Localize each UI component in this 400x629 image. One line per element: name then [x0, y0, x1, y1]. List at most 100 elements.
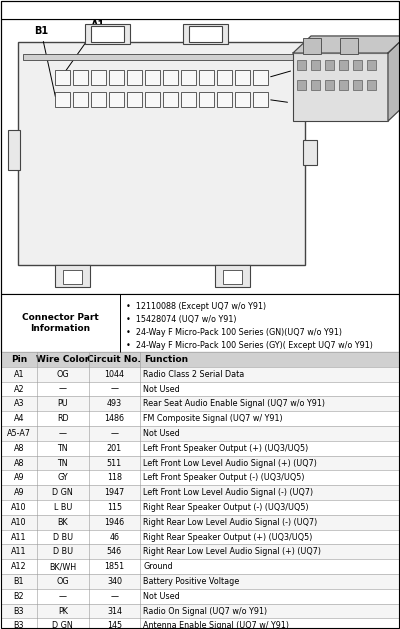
Bar [293, 53, 388, 121]
Text: Radio On Signal (UQ7 w/o Y91): Radio On Signal (UQ7 w/o Y91) [143, 606, 268, 616]
Text: 201: 201 [107, 443, 122, 453]
Bar [55, 92, 70, 107]
Text: A10: A10 [11, 503, 27, 512]
Text: A3: A3 [14, 399, 24, 408]
Text: —: — [110, 429, 118, 438]
Text: •  15428074 (UQ7 w/o Y91): • 15428074 (UQ7 w/o Y91) [126, 315, 236, 324]
Bar [181, 70, 196, 85]
Text: A12: A12 [271, 62, 317, 77]
Text: —: — [110, 384, 118, 394]
Text: PK: PK [58, 606, 68, 616]
Text: Radio C1: Radio C1 [177, 5, 223, 15]
Bar [1, 470, 399, 485]
Text: Connector Part
Information: Connector Part Information [22, 313, 98, 333]
Bar [109, 92, 124, 107]
Bar [127, 92, 142, 107]
Text: D BU: D BU [53, 547, 73, 556]
Text: OG: OG [56, 370, 69, 379]
Text: TN: TN [57, 459, 68, 467]
Bar [63, 270, 82, 284]
Bar [339, 80, 348, 90]
Text: B2: B2 [14, 592, 24, 601]
Text: BK/WH: BK/WH [49, 562, 76, 571]
Bar [340, 38, 358, 54]
Bar [297, 80, 306, 90]
Polygon shape [388, 36, 400, 121]
Text: D GN: D GN [52, 488, 73, 497]
Bar [91, 92, 106, 107]
Bar [1, 604, 399, 618]
Bar [91, 26, 124, 42]
Text: —: — [59, 592, 67, 601]
Text: Left Front Speaker Output (+) (UQ3/UQ5): Left Front Speaker Output (+) (UQ3/UQ5) [143, 443, 308, 453]
Bar [367, 80, 376, 90]
Bar [145, 70, 160, 85]
Bar [8, 130, 20, 170]
Text: Radio Class 2 Serial Data: Radio Class 2 Serial Data [143, 370, 244, 379]
Text: 1946: 1946 [104, 518, 124, 526]
Bar [127, 70, 142, 85]
Text: A12: A12 [11, 562, 27, 571]
Text: Not Used: Not Used [143, 429, 180, 438]
Bar [109, 70, 124, 85]
Bar [217, 92, 232, 107]
Text: 546: 546 [107, 547, 122, 556]
Bar [1, 574, 399, 589]
Text: Ground: Ground [143, 562, 173, 571]
Bar [1, 500, 399, 515]
Text: A5-A7: A5-A7 [7, 429, 31, 438]
Text: 1947: 1947 [104, 488, 124, 497]
Text: L BU: L BU [54, 503, 72, 512]
Text: Right Rear Low Level Audio Signal (+) (UQ7): Right Rear Low Level Audio Signal (+) (U… [143, 547, 321, 556]
Bar [85, 24, 130, 44]
Bar [311, 80, 320, 90]
Text: A10: A10 [11, 518, 27, 526]
Text: A1: A1 [14, 370, 24, 379]
Bar [91, 70, 106, 85]
Text: Antenna Enable Signal (UQ7 w/ Y91): Antenna Enable Signal (UQ7 w/ Y91) [143, 621, 289, 629]
Bar [303, 38, 321, 54]
Bar [163, 92, 178, 107]
Text: A11: A11 [11, 547, 27, 556]
Bar [1, 589, 399, 604]
Text: Not Used: Not Used [143, 384, 180, 394]
Bar [217, 70, 232, 85]
Bar [55, 70, 70, 85]
Bar [1, 411, 399, 426]
Text: A4: A4 [14, 414, 24, 423]
Text: A9: A9 [14, 488, 24, 497]
Bar [1, 559, 399, 574]
Bar [1, 382, 399, 396]
Text: B1: B1 [14, 577, 24, 586]
Bar [353, 80, 362, 90]
Bar [367, 60, 376, 70]
Text: A8: A8 [14, 459, 24, 467]
Text: Right Rear Low Level Audio Signal (-) (UQ7): Right Rear Low Level Audio Signal (-) (U… [143, 518, 318, 526]
Bar [303, 140, 317, 165]
Text: BK: BK [57, 518, 68, 526]
Text: 314: 314 [107, 606, 122, 616]
Text: 340: 340 [107, 577, 122, 586]
Bar [73, 70, 88, 85]
Bar [1, 294, 399, 352]
Bar [55, 265, 90, 287]
Bar [297, 60, 306, 70]
Text: RD: RD [57, 414, 68, 423]
Text: D BU: D BU [53, 533, 73, 542]
Bar [1, 618, 399, 629]
Bar [235, 92, 250, 107]
Bar [183, 24, 228, 44]
Text: —: — [59, 429, 67, 438]
Bar [73, 92, 88, 107]
Text: GY: GY [57, 473, 68, 482]
Text: OG: OG [56, 577, 69, 586]
Bar [18, 42, 305, 265]
Text: 118: 118 [107, 473, 122, 482]
Bar [1, 367, 399, 382]
Bar [1, 1, 399, 19]
Text: —: — [59, 384, 67, 394]
Text: Right Rear Speaker Output (+) (UQ3/UQ5): Right Rear Speaker Output (+) (UQ3/UQ5) [143, 533, 313, 542]
Text: 1044: 1044 [104, 370, 124, 379]
Text: Function: Function [144, 355, 188, 364]
Bar [1, 441, 399, 455]
